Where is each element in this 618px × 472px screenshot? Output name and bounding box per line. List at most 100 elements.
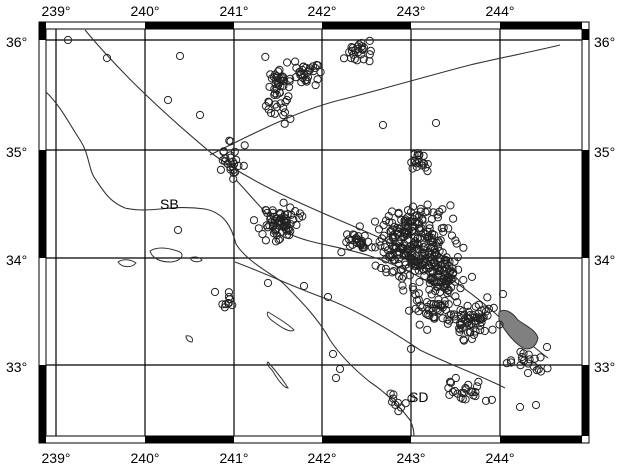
epicenter-marker bbox=[263, 223, 272, 232]
epicenter-marker bbox=[444, 383, 453, 392]
epicenter-marker bbox=[463, 301, 472, 310]
island-small bbox=[185, 335, 193, 343]
epicenter-marker bbox=[266, 108, 276, 118]
island-channel-3 bbox=[189, 256, 203, 263]
epicenter-marker bbox=[436, 301, 445, 310]
epicenter-marker bbox=[302, 77, 311, 86]
epicenter-marker bbox=[285, 77, 294, 86]
epicenter-marker bbox=[465, 328, 474, 337]
epicenter-marker bbox=[353, 56, 362, 65]
epicenter-marker bbox=[530, 354, 539, 363]
epicenter-marker bbox=[376, 241, 385, 250]
lat-label-35-right: 35° bbox=[594, 144, 615, 160]
epicenter-marker bbox=[453, 253, 462, 262]
epicenter-marker bbox=[263, 278, 273, 288]
epicenter-marker bbox=[425, 278, 434, 288]
epicenter-marker bbox=[386, 251, 395, 260]
epicenter-marker bbox=[459, 336, 469, 345]
epicenter-marker bbox=[388, 231, 397, 240]
epicenter-marker bbox=[355, 222, 364, 231]
epicenter-marker bbox=[451, 373, 460, 383]
epicenter-marker bbox=[423, 310, 432, 319]
epicenter-marker bbox=[434, 267, 443, 276]
epicenter-marker bbox=[292, 220, 301, 230]
epicenter-marker bbox=[482, 307, 491, 316]
epicenter-marker bbox=[388, 268, 397, 277]
epicenter-marker bbox=[226, 151, 235, 160]
epicenter-marker bbox=[459, 388, 468, 398]
epicenter-marker bbox=[276, 99, 285, 108]
epicenter-marker bbox=[396, 224, 405, 234]
epicenter-marker bbox=[431, 118, 441, 128]
epicenter-marker bbox=[419, 256, 428, 265]
epicenter-marker bbox=[271, 100, 280, 109]
epicenter-marker bbox=[398, 281, 407, 290]
epicenter-marker bbox=[425, 285, 434, 294]
epicenter-marker bbox=[435, 207, 444, 216]
epicenter-marker bbox=[370, 217, 380, 226]
epicenter-marker bbox=[515, 402, 525, 412]
epicenter-marker bbox=[272, 90, 281, 99]
place-label-san-diego: SD bbox=[409, 389, 428, 405]
epicenter-marker bbox=[432, 250, 441, 260]
epicenter-marker bbox=[291, 207, 300, 216]
epicenter-marker bbox=[434, 295, 443, 304]
epicenter-marker bbox=[377, 263, 386, 273]
epicenter-marker bbox=[413, 234, 422, 243]
epicenter-marker bbox=[335, 364, 345, 374]
epicenter-marker bbox=[402, 245, 411, 254]
epicenter-marker bbox=[484, 304, 493, 313]
epicenter-marker bbox=[423, 325, 432, 334]
epicenter-marker bbox=[531, 400, 541, 410]
epicenter-marker bbox=[437, 255, 446, 264]
epicenter-marker bbox=[467, 272, 477, 281]
epicenter-marker bbox=[240, 141, 249, 150]
epicenter-marker bbox=[267, 217, 277, 226]
epicenter-marker bbox=[298, 65, 307, 75]
epicenter-marker bbox=[498, 289, 508, 299]
epicenter-marker bbox=[430, 276, 439, 285]
epicenter-marker bbox=[411, 232, 420, 241]
epicenter-marker bbox=[401, 399, 410, 408]
coastline bbox=[45, 91, 415, 437]
epicenter-marker bbox=[401, 250, 410, 259]
epicenter-marker bbox=[388, 397, 397, 406]
lon-label-241-top: 241° bbox=[220, 3, 249, 19]
epicenter-marker bbox=[366, 46, 375, 56]
epicenter-marker bbox=[275, 234, 285, 243]
epicenter-marker bbox=[173, 225, 183, 235]
epicenter-marker bbox=[163, 95, 173, 105]
epicenter-marker bbox=[359, 243, 368, 252]
lon-label-243-top: 243° bbox=[397, 3, 426, 19]
epicenter-marker bbox=[301, 76, 310, 85]
epicenter-marker bbox=[461, 383, 470, 393]
epicenter-marker bbox=[404, 222, 413, 231]
epicenter-marker bbox=[403, 235, 412, 244]
epicenter-marker bbox=[261, 236, 270, 245]
epicenter-marker bbox=[410, 150, 419, 159]
lat-label-36-left: 36° bbox=[6, 34, 27, 50]
island-catalina bbox=[266, 311, 295, 332]
epicenter-marker bbox=[449, 310, 459, 319]
epicenter-marker bbox=[446, 378, 455, 387]
epicenter-marker bbox=[291, 57, 300, 66]
epicenter-marker bbox=[427, 259, 436, 269]
epicenter-marker bbox=[389, 267, 398, 276]
epicenter-marker bbox=[275, 65, 284, 74]
epicenter-marker bbox=[447, 231, 457, 240]
epicenter-marker bbox=[219, 147, 228, 157]
lon-label-242-bottom: 242° bbox=[308, 450, 337, 466]
epicenter-marker bbox=[523, 368, 533, 378]
epicenter-marker bbox=[380, 231, 389, 240]
epicenter-marker bbox=[464, 307, 473, 316]
epicenter-marker bbox=[371, 243, 380, 252]
epicenter-marker bbox=[487, 395, 496, 404]
epicenter-marker bbox=[63, 35, 73, 45]
epicenter-marker bbox=[461, 316, 470, 325]
epicenter-marker bbox=[417, 161, 426, 170]
lat-label-33-left: 33° bbox=[6, 359, 27, 375]
longitude-labels-top: 239° 240° 241° 242° 243° 244° bbox=[42, 3, 515, 19]
epicenter-marker bbox=[416, 207, 425, 216]
epicenter-marker bbox=[296, 209, 305, 218]
epicenter-marker bbox=[542, 342, 552, 352]
